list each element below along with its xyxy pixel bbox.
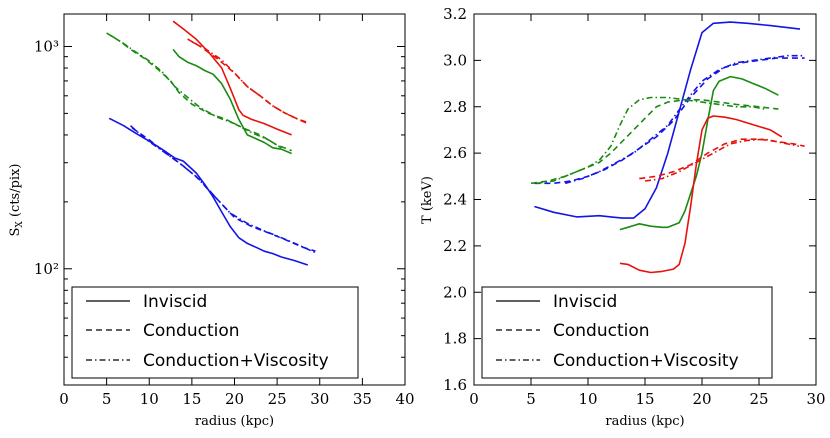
surface-brightness-panel: 0 5 10 15 20 25 30 35 40 10² 10³ radius (kpc) SX (… (8, 13, 415, 429)
series-line-7 (619, 115, 783, 274)
p0-x-axis-label: radius (kpc) (195, 414, 274, 429)
y-tick-label: 2.4 (443, 191, 467, 209)
x-tick-label: 10 (578, 390, 597, 408)
p1-legend-label-conduction: Conduction (553, 321, 650, 341)
x-tick-label: 15 (635, 390, 654, 408)
p1-legend-label-conduction-viscosity: Conduction+Viscosity (553, 351, 739, 371)
series-line-2 (534, 57, 805, 185)
y-tick-label: 10³ (34, 37, 59, 55)
x-tick-label: 20 (225, 390, 244, 408)
x-tick-label: 25 (749, 390, 768, 408)
x-tick-label: 0 (59, 390, 69, 408)
series-line-1 (172, 20, 292, 136)
p1-legend-label-inviscid: Inviscid (553, 292, 617, 312)
x-tick-label: 30 (310, 390, 329, 408)
series-line-4 (172, 48, 292, 155)
series-line-3 (191, 41, 309, 124)
p1-legend-box (481, 286, 773, 379)
p1-axis-ticks: 0 5 10 15 20 25 30 1.6 1.8 2.0 2.2 2.4 2.6 2.8 3.0 3.2 (443, 5, 825, 408)
p0-legend-label-conduction-viscosity: Conduction+Viscosity (143, 351, 329, 371)
x-tick-label: 30 (806, 390, 825, 408)
y-tick-label: 10² (34, 260, 59, 278)
series-line-5 (530, 99, 779, 185)
p0-legend-label-inviscid: Inviscid (143, 292, 207, 312)
y-tick-label: 1.6 (443, 376, 467, 394)
series-line-6 (536, 96, 765, 185)
x-tick-label: 10 (140, 390, 159, 408)
x-tick-label: 35 (353, 390, 372, 408)
p1-x-axis-label: radius (kpc) (605, 414, 684, 429)
series-line-4 (619, 75, 779, 231)
p0-legend-label-conduction: Conduction (143, 321, 240, 341)
x-tick-label: 25 (268, 390, 287, 408)
y-tick-label: 1.8 (443, 330, 467, 348)
p1-legend: Inviscid Conduction Conduction+Viscosity (481, 286, 773, 379)
series-line-7 (108, 117, 309, 266)
series-line-8 (639, 138, 805, 180)
p0-series-lines (106, 20, 316, 266)
series-line-9 (129, 125, 316, 254)
y-tick-label: 2.2 (443, 237, 467, 255)
x-tick-label: 15 (182, 390, 201, 408)
x-tick-label: 5 (102, 390, 112, 408)
series-line-8 (131, 127, 316, 252)
series-line-9 (644, 138, 800, 182)
p1-y-axis-label: T (keV) (420, 176, 435, 224)
series-line-1 (534, 21, 801, 219)
x-tick-label: 0 (469, 390, 479, 408)
x-tick-label: 5 (526, 390, 536, 408)
series-line-3 (564, 54, 805, 185)
p1-series-lines (530, 21, 805, 274)
temperature-panel: 0 5 10 15 20 25 301.61.82.02.22.42.62.83.03.2 … (420, 5, 826, 429)
x-tick-label: 20 (692, 390, 711, 408)
y-tick-label: 3.2 (443, 5, 467, 23)
p0-y-axis-label: SX (cts/pix) (8, 164, 25, 237)
p0-legend-box (71, 286, 359, 379)
y-tick-label: 3.0 (443, 51, 467, 69)
y-tick-label: 2.0 (443, 283, 467, 301)
p0-axis-ticks: 0 5 10 15 20 25 30 35 40 10² 10³ (34, 14, 415, 408)
p0-legend: Inviscid Conduction Conduction+Viscosity (71, 286, 359, 379)
y-tick-label: 2.8 (443, 98, 467, 116)
series-line-6 (110, 34, 282, 149)
y-tick-label: 2.6 (443, 144, 467, 162)
x-tick-label: 40 (395, 390, 414, 408)
